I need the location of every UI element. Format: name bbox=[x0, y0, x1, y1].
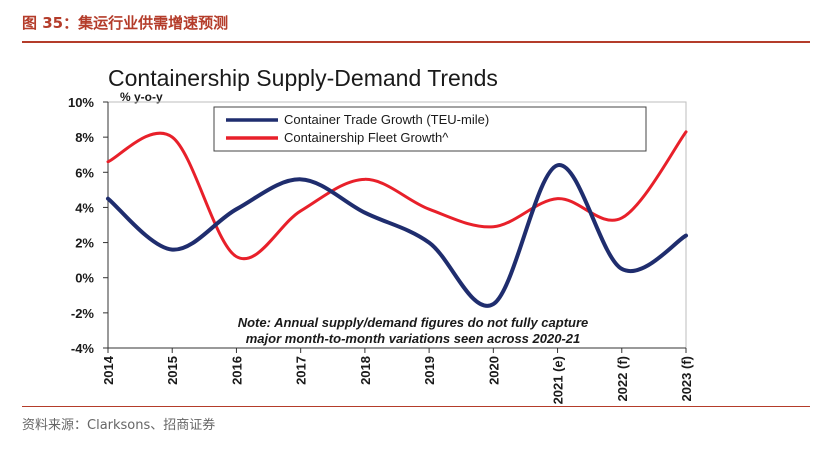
y-axis-unit-label: % y-o-y bbox=[120, 90, 163, 104]
x-tick-label: 2021 (e) bbox=[551, 356, 566, 404]
chart-title: Containership Supply-Demand Trends bbox=[108, 65, 498, 91]
y-tick-label: -2% bbox=[71, 306, 95, 321]
x-tick-label: 2014 bbox=[101, 355, 116, 385]
y-tick-label: 8% bbox=[75, 130, 94, 145]
x-tick-label: 2015 bbox=[165, 356, 180, 385]
x-tick-label: 2022 (f) bbox=[615, 356, 630, 402]
legend-box bbox=[213, 106, 647, 152]
chart-note-line-1: Note: Annual supply/demand figures do no… bbox=[238, 315, 589, 330]
y-axis: 10% 8% 6% 4% 2% 0% -2% -4% bbox=[68, 95, 109, 356]
legend-label-trade: Container Trade Growth (TEU-mile) bbox=[284, 112, 489, 127]
y-tick-label: 10% bbox=[68, 95, 94, 110]
y-tick-label: 4% bbox=[75, 200, 94, 215]
source-divider bbox=[22, 406, 810, 407]
series-line-trade-growth bbox=[106, 163, 688, 308]
series-lines bbox=[106, 130, 688, 308]
y-tick-label: -4% bbox=[71, 341, 95, 356]
x-tick-label: 2018 bbox=[358, 356, 373, 385]
y-tick-label: 2% bbox=[75, 236, 94, 251]
y-tick-label: 6% bbox=[75, 165, 94, 180]
x-tick-label: 2020 bbox=[486, 356, 501, 385]
caption-divider bbox=[22, 41, 810, 43]
series-line-fleet-growth bbox=[106, 130, 688, 261]
figure-caption: 图 35：集运行业供需增速预测 bbox=[22, 14, 229, 32]
x-tick-label: 2017 bbox=[294, 356, 309, 385]
chart-note-line-2: major month-to-month variations seen acr… bbox=[246, 331, 580, 346]
x-tick-label: 2023 (f) bbox=[679, 356, 694, 402]
legend-label-fleet: Containership Fleet Growth^ bbox=[284, 130, 449, 145]
legend: Container Trade Growth (TEU-mile) Contai… bbox=[213, 106, 647, 152]
source-note: 资料来源：Clarksons、招商证券 bbox=[22, 418, 216, 433]
y-tick-label: 0% bbox=[75, 271, 94, 286]
x-tick-label: 2016 bbox=[229, 356, 244, 385]
x-axis: 2014 2015 2016 2017 2018 2019 2020 2021 (e) 2022… bbox=[101, 347, 694, 404]
x-tick-label: 2019 bbox=[422, 356, 437, 385]
